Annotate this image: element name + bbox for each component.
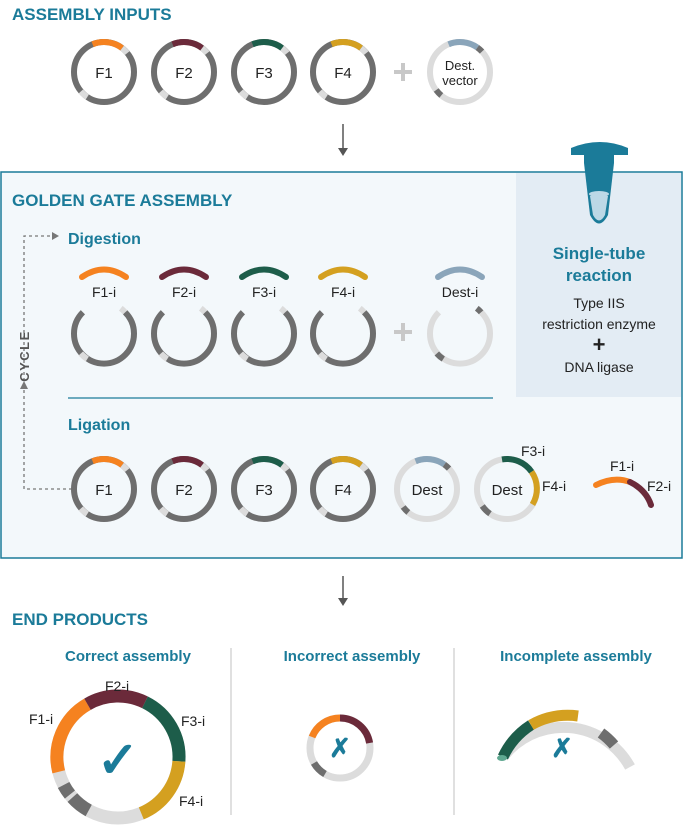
cross-icon: ✗ — [551, 733, 573, 763]
digest-backbone-f4 — [310, 305, 376, 367]
ligation-plasmid-dest: Dest — [394, 456, 460, 522]
ligation-f4-label: F4 — [334, 482, 352, 499]
ligation-f1-label: F1 — [95, 482, 113, 499]
input-f1-label: F1 — [95, 65, 113, 82]
cycle-label: CYCLE — [17, 330, 32, 382]
reaction-title-line2: reaction — [566, 266, 632, 285]
ligation-partial-dest: Dest F3-i F4-i — [474, 443, 566, 522]
input-f3-label: F3 — [255, 65, 273, 82]
down-arrow-icon — [338, 124, 348, 156]
digest-insert-f1: F1-i — [79, 266, 129, 300]
dest-vector-label-line1: Dest. — [445, 58, 475, 73]
ligation-dest-label: Dest — [412, 482, 444, 499]
incomplete-assembly-fragment: ✗ — [497, 709, 635, 770]
input-f4-label: F4 — [334, 65, 352, 82]
ligation-f2-label: F2 — [175, 482, 193, 499]
ligation-plasmid-f1: F1 — [71, 456, 137, 522]
reaction-title-line1: Single-tube — [553, 244, 646, 263]
ligation-plasmid-f4: F4 — [310, 456, 376, 522]
reaction-line2: restriction enzyme — [542, 316, 656, 332]
digest-f1-i-label: F1-i — [92, 284, 116, 300]
input-dest-vector: Dest. vector — [427, 39, 493, 105]
ligation-f3-label: F3 — [255, 482, 273, 499]
correct-f2-i-label: F2-i — [105, 678, 129, 694]
input-plasmid-f4: F4 — [310, 39, 376, 105]
arc-f1-i-label: F1-i — [610, 458, 634, 474]
incomplete-assembly-title: Incomplete assembly — [500, 648, 652, 665]
ligation-f4-i-label: F4-i — [542, 478, 566, 494]
digest-dest-i-label: Dest-i — [442, 284, 479, 300]
incorrect-assembly-plasmid: ✗ — [306, 714, 374, 782]
ligation-f3-i-label: F3-i — [521, 443, 545, 459]
assembly-inputs-heading: ASSEMBLY INPUTS — [12, 5, 172, 24]
arc-f2-i-label: F2-i — [647, 478, 671, 494]
input-plasmid-f2: F2 — [151, 39, 217, 105]
digest-backbone-f3 — [231, 305, 297, 367]
ligation-f1-f2-arc: F1-i F2-i — [593, 458, 671, 508]
incorrect-assembly-title: Incorrect assembly — [284, 648, 421, 665]
cycle-loop — [20, 232, 72, 490]
reaction-line3: DNA ligase — [564, 359, 633, 375]
cross-icon: ✗ — [329, 733, 351, 763]
digest-backbone-f1 — [71, 305, 137, 367]
golden-gate-heading: GOLDEN GATE ASSEMBLY — [12, 191, 233, 210]
end-products-heading: END PRODUCTS — [12, 610, 148, 629]
digestion-heading: Digestion — [68, 231, 141, 248]
input-f2-label: F2 — [175, 65, 193, 82]
reaction-plus: + — [593, 332, 606, 357]
digest-backbone-f2 — [151, 305, 217, 367]
correct-f1-i-label: F1-i — [29, 711, 53, 727]
microcentrifuge-tube-icon — [571, 142, 628, 224]
ligation-partial-dest-label: Dest — [492, 482, 524, 499]
digest-insert-f3: F3-i — [239, 266, 289, 300]
input-plasmid-f1: F1 — [71, 39, 137, 105]
input-plasmid-f3: F3 — [231, 39, 297, 105]
ligation-plasmid-f3: F3 — [231, 456, 297, 522]
correct-f4-i-label: F4-i — [179, 793, 203, 809]
correct-assembly-title: Correct assembly — [65, 648, 192, 665]
digest-f3-i-label: F3-i — [252, 284, 276, 300]
digest-insert-f2: F2-i — [159, 266, 209, 300]
digest-f2-i-label: F2-i — [172, 284, 196, 300]
digest-backbone-dest — [427, 305, 493, 367]
plus-icon — [394, 323, 412, 341]
ligation-heading: Ligation — [68, 417, 130, 434]
digest-insert-f4: F4-i — [318, 266, 368, 300]
digest-insert-dest: Dest-i — [435, 266, 485, 300]
digest-f4-i-label: F4-i — [331, 284, 355, 300]
ligation-plasmid-f2: F2 — [151, 456, 217, 522]
correct-assembly-plasmid: F2-i F1-i F3-i F4-i ✓ — [29, 678, 205, 825]
down-arrow-icon — [338, 576, 348, 606]
reaction-line1: Type IIS — [573, 295, 624, 311]
correct-f3-i-label: F3-i — [181, 713, 205, 729]
checkmark-icon: ✓ — [97, 732, 139, 788]
plus-icon — [394, 63, 412, 81]
dest-vector-label-line2: vector — [442, 73, 478, 88]
